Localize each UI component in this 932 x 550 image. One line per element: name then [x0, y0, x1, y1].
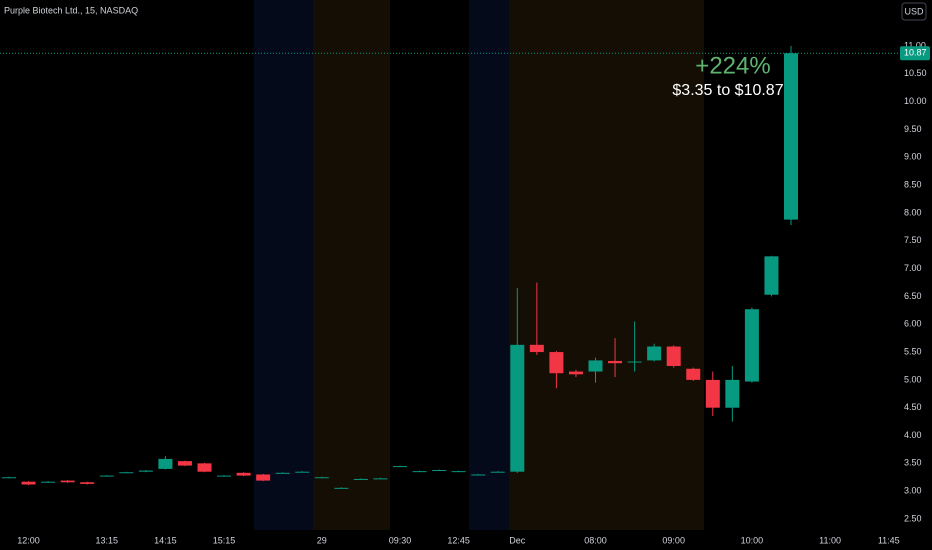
candle-body	[432, 470, 447, 472]
candle-body	[608, 360, 623, 364]
annotation-range: $3.35 to $10.87	[672, 82, 783, 99]
candle-body	[627, 361, 642, 363]
candle-body	[2, 477, 16, 479]
candle-body	[588, 360, 603, 372]
chart-title: Purple Biotech Ltd., 15, NASDAQ	[4, 5, 138, 15]
session-band	[509, 0, 704, 530]
x-tick-label: 15:15	[213, 535, 236, 545]
candle-body	[99, 475, 114, 477]
candle-body	[217, 475, 232, 477]
currency-label[interactable]: USD	[904, 6, 924, 16]
y-tick-label: 5.00	[904, 374, 922, 384]
candle-body	[41, 481, 56, 483]
candle-body	[764, 256, 779, 295]
y-tick-label: 4.00	[904, 430, 922, 440]
candle-body	[334, 487, 349, 489]
candle-body	[119, 472, 134, 474]
candle-body	[686, 368, 701, 380]
last-price-box	[900, 46, 930, 61]
session-band	[313, 0, 390, 530]
candle-body	[568, 371, 583, 375]
currency-button[interactable]	[901, 2, 927, 21]
y-tick-label: 9.50	[904, 124, 922, 134]
y-tick-label: 8.50	[904, 179, 922, 189]
y-tick-label: 10.00	[904, 96, 927, 106]
candle-body	[353, 478, 368, 480]
session-band	[254, 0, 313, 530]
candle-body	[138, 470, 153, 472]
candle-body	[471, 474, 486, 476]
x-tick-label: 09:00	[662, 535, 685, 545]
candle-body	[725, 379, 740, 408]
x-tick-label: 12:00	[17, 535, 40, 545]
y-tick-label: 10.50	[904, 68, 927, 78]
last-price-label: 10.87	[904, 48, 927, 58]
candle-body	[666, 346, 681, 366]
x-tick-label: 14:15	[154, 535, 177, 545]
x-tick-label: 11:45	[878, 535, 900, 545]
y-tick-label: 7.00	[904, 263, 922, 273]
candle-body	[295, 471, 310, 473]
y-tick-label: 8.00	[904, 207, 922, 217]
y-tick-label: 9.00	[904, 152, 922, 162]
x-tick-label: 29	[317, 535, 327, 545]
x-tick-label: 09:30	[389, 535, 412, 545]
y-tick-label: 3.50	[904, 458, 922, 468]
candle-body	[549, 352, 564, 374]
x-tick-label: 10:00	[741, 535, 764, 545]
candle-body	[158, 458, 173, 469]
candle-body	[80, 482, 95, 484]
y-tick-label: 6.50	[904, 291, 922, 301]
candle-body	[705, 379, 720, 408]
candle-body	[412, 471, 427, 473]
candle-body	[510, 344, 525, 472]
session-band	[469, 0, 509, 530]
candle-body	[490, 471, 505, 473]
candle-body	[393, 466, 407, 468]
candle-body	[197, 463, 212, 472]
x-tick-label: Dec	[509, 535, 526, 545]
y-tick-label: 3.00	[904, 486, 922, 496]
candle-body	[60, 480, 75, 483]
y-tick-label: 11.00	[904, 40, 926, 50]
annotation-change: +224%	[695, 52, 770, 79]
candle-body	[21, 481, 36, 485]
candle-body	[256, 474, 271, 481]
x-tick-label: 11:00	[819, 535, 841, 545]
candle-body	[647, 346, 662, 361]
y-tick-label: 5.50	[904, 346, 922, 356]
candle-body	[744, 309, 759, 382]
y-tick-label: 4.50	[904, 402, 922, 412]
candle-body	[314, 477, 329, 479]
y-tick-label: 7.50	[904, 235, 922, 245]
x-tick-label: 08:00	[584, 535, 607, 545]
x-tick-label: 13:15	[95, 535, 118, 545]
candle-body	[373, 478, 388, 480]
candle-body	[451, 471, 466, 473]
x-tick-label: 12:45	[447, 535, 470, 545]
candle-body	[177, 461, 192, 466]
candle-body	[236, 472, 251, 476]
y-tick-label: 2.50	[904, 513, 922, 523]
candle-body	[784, 53, 798, 220]
candle-body	[529, 344, 544, 353]
candle-body	[275, 472, 290, 474]
y-tick-label: 6.00	[904, 319, 922, 329]
